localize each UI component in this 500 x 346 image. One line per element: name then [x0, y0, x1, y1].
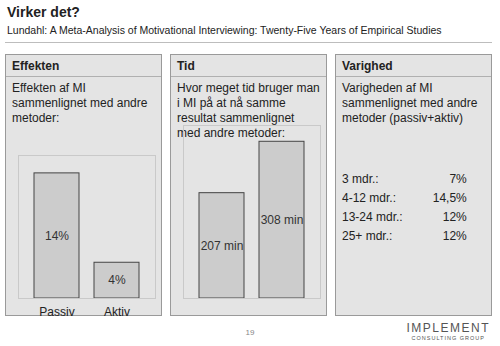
svg-text:14%: 14% [45, 229, 69, 243]
html-text:19: 19 [245, 328, 255, 337]
html-text:Hvor meget tid bruger man i MI: Hvor meget tid bruger man i MI på at nå … [177, 81, 320, 140]
html-text:3 mdr.:: 3 mdr.: [342, 172, 379, 186]
html-text:4-12 mdr.:: 4-12 mdr.: [342, 191, 396, 205]
svg-text:4%: 4% [108, 273, 126, 287]
svg-text:308 min: 308 min [261, 213, 304, 227]
svg-text:Aktiv: Aktiv [104, 305, 130, 316]
svg-text:Passiv: Passiv [39, 305, 74, 316]
html-text:13-24 mdr.:: 13-24 mdr.: [342, 210, 403, 224]
html-text:Varighed: Varighed [342, 59, 393, 73]
html-text:Tid: Tid [177, 59, 195, 73]
html-text:CONSULTING GROUP: CONSULTING GROUP [411, 335, 485, 341]
svg-text:207 min: 207 min [201, 239, 244, 253]
html-text:Effekten: Effekten [12, 59, 60, 73]
html-text:Virker det?: Virker det? [7, 4, 80, 20]
html-text:12%: 12% [442, 210, 467, 224]
html-text:IMPLEMENT: IMPLEMENT [406, 321, 490, 335]
html-text:7%: 7% [449, 172, 467, 186]
html-text:Varigheden af MI sammenlignet: Varigheden af MI sammenlignet med andre … [342, 81, 478, 125]
html-text:Lundahl: A Meta-Analysis of Mo: Lundahl: A Meta-Analysis of Motivational… [7, 24, 442, 36]
html-text:14,5%: 14,5% [432, 191, 467, 205]
html-text:25+ mdr.:: 25+ mdr.: [342, 229, 393, 243]
html-text:12%: 12% [442, 229, 467, 243]
html-text:Effekten af MI sammenlignet me: Effekten af MI sammenlignet med andre me… [12, 81, 148, 125]
